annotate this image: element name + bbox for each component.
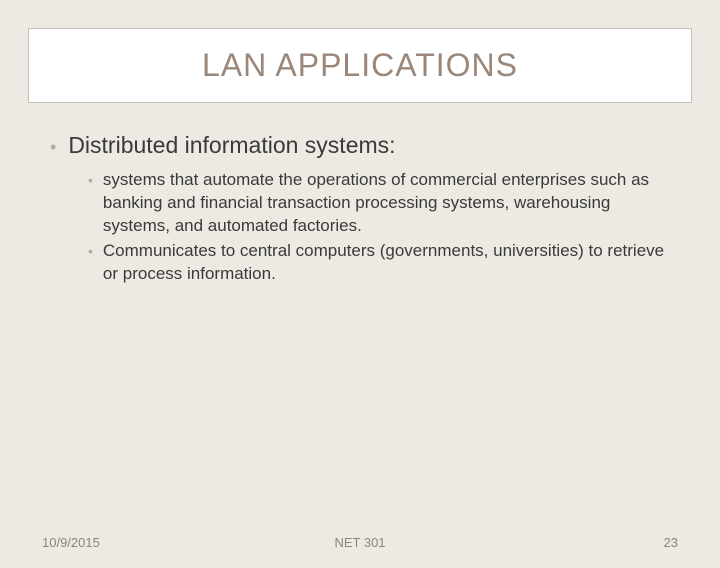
level1-text: Distributed information systems: [68,131,395,161]
bullet-level1: • Distributed information systems: • sys… [50,131,670,286]
content-area: • Distributed information systems: • sys… [0,103,720,286]
bullet-icon: • [88,242,93,261]
bullet-icon: • [50,136,56,159]
bullet-level2: • Communicates to central computers (gov… [88,240,670,286]
bullet-icon: • [88,171,93,190]
footer-page: 23 [664,535,678,550]
bullet-level2: • systems that automate the operations o… [88,169,670,238]
slide-title: LAN APPLICATIONS [39,47,681,84]
footer: 10/9/2015 NET 301 23 [0,535,720,550]
level2-text: Communicates to central computers (gover… [103,240,670,286]
footer-date: 10/9/2015 [42,535,100,550]
footer-course: NET 301 [334,535,385,550]
level2-text: systems that automate the operations of … [103,169,670,238]
title-box: LAN APPLICATIONS [28,28,692,103]
level2-list: • systems that automate the operations o… [50,169,670,286]
